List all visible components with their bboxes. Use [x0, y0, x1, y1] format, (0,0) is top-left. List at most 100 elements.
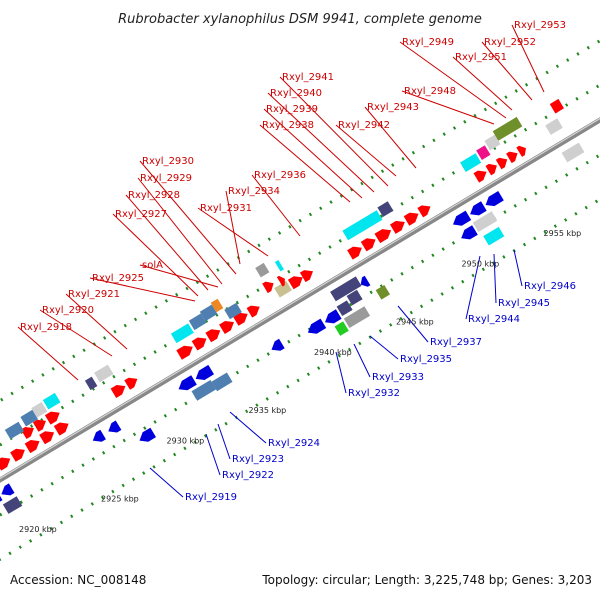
gene-label-fwd-15: Rxyl_2941: [282, 72, 334, 83]
gene-feature-44: [377, 201, 394, 217]
leader-line-rev-6: [369, 335, 399, 360]
gene-label-fwd-20: Rxyl_2951: [455, 52, 507, 63]
leader-line-fwd-18: [401, 90, 495, 125]
gene-feature-8: [20, 427, 34, 439]
accession-text: Accession: NC_008148: [10, 573, 147, 587]
gene-feature-78: [470, 201, 487, 216]
gene-label-rev-8: Rxyl_2944: [468, 314, 520, 325]
gene-feature-70: [330, 276, 362, 302]
gene-feature-73: [334, 321, 349, 336]
gene-feature-57: [0, 495, 3, 502]
gene-feature-46: [485, 163, 497, 176]
gene-feature-13: [31, 402, 48, 418]
gene-label-fwd-18: Rxyl_2948: [404, 86, 456, 97]
gene-label-rev-7: Rxyl_2937: [430, 337, 482, 348]
gene-feature-38: [360, 238, 376, 252]
gene-label-fwd-7: Rxyl_2929: [140, 173, 192, 184]
gene-feature-77: [453, 210, 472, 226]
gene-feature-14: [42, 392, 61, 410]
leader-line-rev-1: [205, 433, 221, 476]
leader-line-fwd-0: [17, 326, 79, 381]
gene-feature-40: [390, 220, 405, 234]
leader-line-fwd-9: [197, 207, 269, 257]
gene-feature-23: [232, 312, 248, 326]
gene-feature-15: [110, 385, 126, 398]
gene-label-rev-9: Rxyl_2945: [498, 298, 550, 309]
leader-line-rev-2: [217, 423, 231, 460]
gene-feature-69: [325, 309, 342, 324]
gene-feature-32: [299, 270, 313, 283]
gene-feature-53: [492, 116, 523, 141]
gene-label-fwd-5: Rxyl_2927: [115, 209, 167, 220]
leader-line-fwd-6: [125, 194, 209, 291]
gene-label-fwd-6: Rxyl_2928: [128, 190, 180, 201]
leader-line-rev-4: [335, 351, 347, 394]
gene-label-fwd-4: solA: [142, 260, 163, 271]
gene-feature-42: [417, 205, 431, 218]
leader-line-fwd-4: [139, 264, 219, 288]
tick-track-lower-2: [0, 197, 600, 562]
genome-backbone: [0, 117, 600, 483]
gene-feature-20: [191, 337, 207, 351]
gene-feature-65: [191, 380, 217, 401]
leader-line-fwd-15: [279, 76, 389, 187]
gene-feature-5: [24, 440, 40, 454]
gene-label-fwd-22: Rxyl_2953: [514, 20, 566, 31]
gene-label-fwd-3: Rxyl_2925: [92, 273, 144, 284]
gene-feature-66: [211, 372, 233, 392]
scale-label-2: 2925 kbp: [101, 494, 139, 503]
gene-label-fwd-2: Rxyl_2921: [68, 289, 120, 300]
leader-line-fwd-8: [139, 160, 237, 275]
gene-feature-9: [32, 419, 46, 432]
gene-feature-67: [271, 338, 285, 351]
leader-line-fwd-1: [39, 309, 113, 357]
gene-label-fwd-14: Rxyl_2940: [270, 88, 322, 99]
gene-feature-27: [199, 304, 218, 322]
gene-feature-76: [375, 285, 390, 300]
gene-feature-64: [195, 364, 214, 380]
gene-feature-45: [473, 170, 487, 183]
gene-feature-83: [561, 142, 585, 163]
map-title: Rubrobacter xylanophilus DSM 9941, compl…: [118, 12, 482, 27]
gene-label-fwd-21: Rxyl_2952: [484, 37, 536, 48]
gene-feature-71: [336, 300, 353, 316]
leader-line-fwd-19: [399, 41, 507, 119]
scale-label-4: 2935 kbp: [249, 406, 287, 415]
gene-feature-72: [346, 289, 363, 306]
gene-feature-4: [10, 448, 25, 462]
leader-line-fwd-13: [263, 108, 363, 199]
gene-feature-54: [545, 118, 563, 135]
gene-label-fwd-10: Rxyl_2934: [228, 186, 280, 197]
gene-feature-39: [374, 229, 392, 244]
gene-feature-51: [476, 145, 491, 160]
gene-labels: Rxyl_2918 Rxyl_2920 Rxyl_2921 Rxyl_2925 solA…: [20, 20, 576, 503]
tick-track-upper-1: [0, 83, 600, 447]
label-leader-lines: [17, 24, 545, 498]
leader-line-rev-8: [465, 255, 481, 320]
leader-line-fwd-20: [452, 56, 513, 111]
leader-line-fwd-17: [364, 106, 417, 169]
gene-label-fwd-16: Rxyl_2942: [338, 120, 390, 131]
gene-feature-79: [485, 191, 504, 207]
genome-summary-text: Topology: circular; Length: 3,225,748 bp…: [262, 573, 592, 587]
gene-feature-21: [205, 329, 221, 343]
gene-feature-52: [484, 134, 501, 151]
gene-label-fwd-17: Rxyl_2943: [367, 102, 419, 113]
gene-label-rev-2: Rxyl_2923: [232, 454, 284, 465]
gene-feature-24: [246, 305, 260, 318]
leader-line-rev-0: [149, 467, 184, 498]
gene-label-fwd-9: Rxyl_2931: [200, 203, 252, 214]
gene-label-fwd-11: Rxyl_2936: [254, 170, 306, 181]
gene-feature-17: [84, 376, 98, 391]
gene-feature-28: [210, 298, 224, 313]
gene-feature-22: [219, 321, 234, 334]
gene-feature-63: [178, 375, 197, 391]
gene-feature-16: [124, 377, 138, 390]
gene-feature-41: [403, 212, 419, 226]
gene-feature-80: [461, 225, 478, 240]
gene-feature-3: [0, 457, 11, 471]
gene-feature-59: [2, 496, 23, 514]
gene-feature-62: [139, 427, 156, 442]
